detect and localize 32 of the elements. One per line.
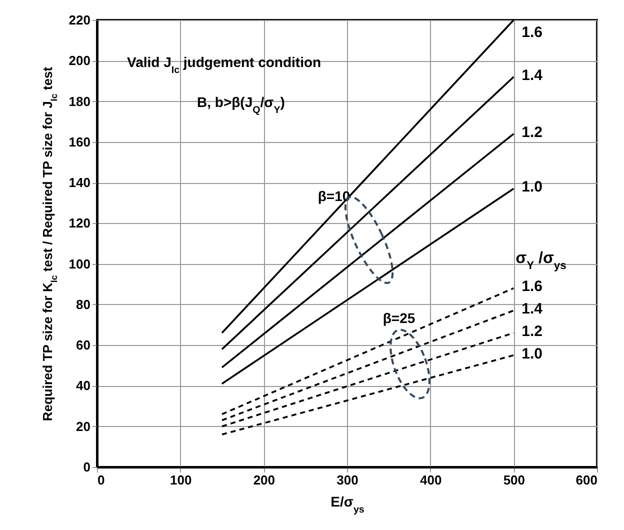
series-label: 1.6 xyxy=(522,24,543,41)
series-label: 1.0 xyxy=(522,178,543,196)
series-label: 1.2 xyxy=(522,322,543,340)
x-tick-label: 200 xyxy=(253,472,276,488)
y-tick-label: 120 xyxy=(68,216,90,231)
x-axis-title: E/σ$_{ys}$ xyxy=(330,494,365,515)
x-tick-label: 100 xyxy=(170,472,192,488)
x-tick-label: 600 xyxy=(576,472,598,488)
annotation: β=25 xyxy=(382,310,416,326)
y-tick-label: 80 xyxy=(76,296,90,312)
y-tick-label: 60 xyxy=(76,338,90,353)
x-tick-label: 500 xyxy=(503,472,526,488)
series-label: 1.4 xyxy=(522,300,544,318)
annotation: B, b>β(J$_{Q}$/σ$_{Y}$) xyxy=(197,94,285,116)
y-tick-label: 100 xyxy=(68,256,90,272)
y-tick-label: 180 xyxy=(68,94,90,109)
y-tick-label: 200 xyxy=(68,53,90,68)
x-tick-label: 300 xyxy=(336,472,358,488)
y-tick-label: 140 xyxy=(68,175,90,190)
y-tick-label: 0 xyxy=(83,460,90,474)
y-tick-label: 220 xyxy=(68,12,90,28)
y-tick-label: 160 xyxy=(68,134,90,150)
x-tick-label: 0 xyxy=(98,472,105,488)
x-tick-label: 400 xyxy=(420,472,442,488)
legend-title: σ$_{Y}$ /σ$_{ys}$ xyxy=(516,250,566,272)
annotation: Valid J$_{Ic}$ judgement condition xyxy=(127,54,322,76)
series-label: 1.6 xyxy=(522,278,543,296)
series-label: 1.0 xyxy=(522,345,543,362)
series-label: 1.2 xyxy=(522,124,543,141)
y-tick-label: 20 xyxy=(76,418,90,434)
y-tick-label: 40 xyxy=(76,378,90,394)
series-label: 1.4 xyxy=(522,66,544,84)
